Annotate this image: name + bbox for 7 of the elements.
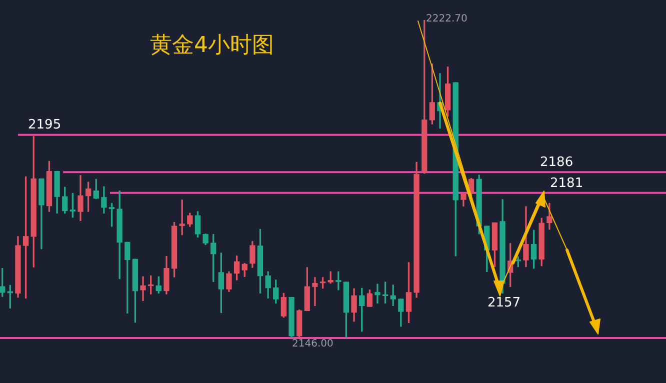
annotation: 2157 (487, 295, 521, 310)
ref-line-label: 2181 (550, 176, 584, 191)
text: 2146.00 (292, 338, 334, 350)
ref-line-label: 2195 (28, 118, 62, 133)
annotation: 2222.70 (426, 14, 468, 25)
ref-line-label: 2186 (540, 155, 574, 170)
text: 黄金4小时图 (150, 32, 274, 60)
